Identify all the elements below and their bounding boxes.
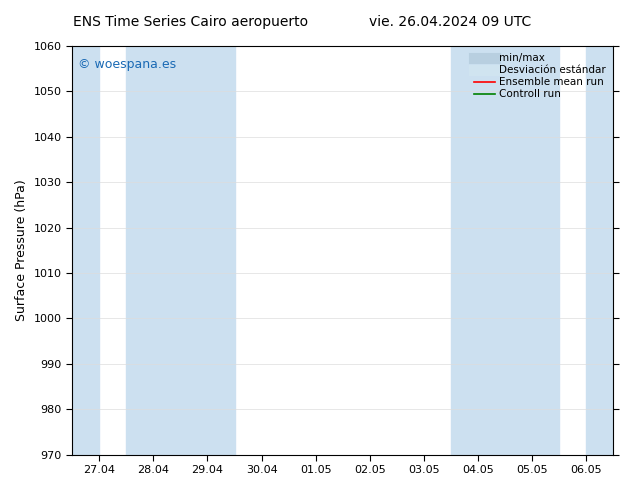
Text: ENS Time Series Cairo aeropuerto: ENS Time Series Cairo aeropuerto xyxy=(73,15,307,29)
Bar xyxy=(72,46,99,455)
Bar xyxy=(586,46,614,455)
Bar xyxy=(451,46,559,455)
Text: © woespana.es: © woespana.es xyxy=(77,58,176,71)
Y-axis label: Surface Pressure (hPa): Surface Pressure (hPa) xyxy=(15,179,28,321)
Bar xyxy=(126,46,235,455)
Legend: min/max, Desviación estándar, Ensemble mean run, Controll run: min/max, Desviación estándar, Ensemble m… xyxy=(472,51,608,101)
Text: vie. 26.04.2024 09 UTC: vie. 26.04.2024 09 UTC xyxy=(369,15,531,29)
